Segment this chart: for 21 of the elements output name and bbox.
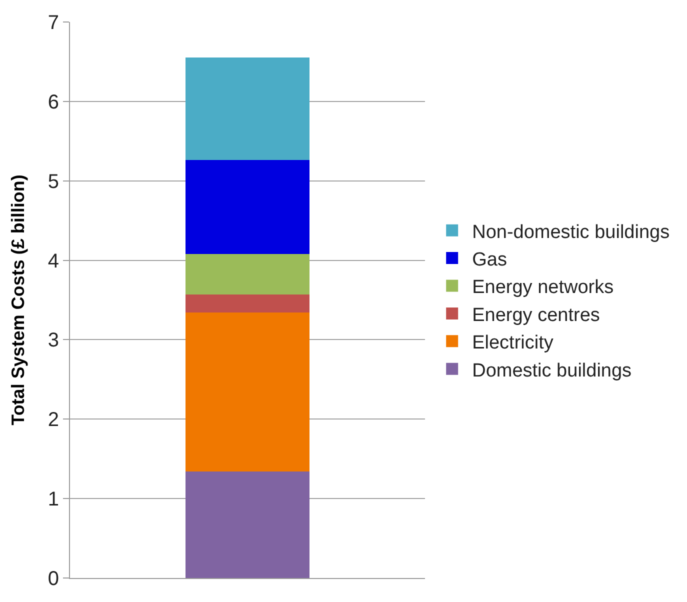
y-tick-label: 4 <box>48 250 59 272</box>
legend-label: Electricity <box>472 332 554 354</box>
y-tick-label: 3 <box>48 330 59 352</box>
y-tick-label: 2 <box>48 409 59 432</box>
bar <box>185 160 310 254</box>
y-tick-label: 6 <box>48 91 59 114</box>
bar <box>185 254 310 294</box>
legend-label: Domestic buildings <box>472 360 632 382</box>
y-tick-label: 5 <box>48 170 59 193</box>
y-tick-label: 0 <box>48 568 59 590</box>
y-axis-title: Total System Costs (£ billion) <box>8 174 28 426</box>
bar <box>185 312 310 472</box>
bar <box>185 58 310 160</box>
bar <box>185 472 310 578</box>
y-tick-label: 7 <box>48 12 59 34</box>
legend-label: Gas <box>472 249 507 270</box>
y-tick-label: 1 <box>48 488 59 511</box>
legend-label: Energy networks <box>472 277 614 298</box>
bar <box>185 294 310 313</box>
legend-label: Non-domestic buildings <box>472 222 670 243</box>
legend-label: Energy centres <box>472 304 600 326</box>
